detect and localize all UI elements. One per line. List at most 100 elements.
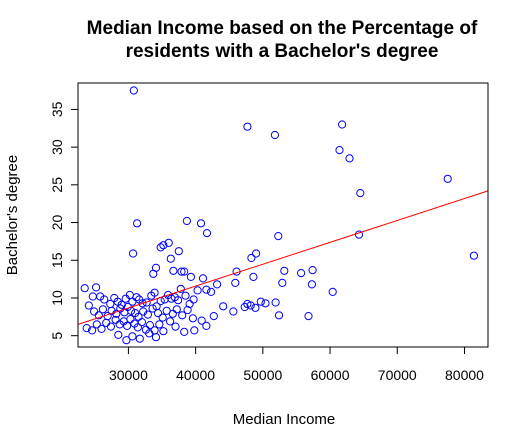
- data-point: [198, 274, 208, 283]
- data-point: [190, 326, 199, 335]
- data-point: [335, 146, 344, 155]
- data-point: [189, 295, 198, 304]
- y-tick-label: 25: [49, 177, 65, 193]
- data-point: [180, 267, 189, 276]
- data-point: [171, 322, 180, 331]
- data-point: [443, 174, 452, 183]
- data-point: [297, 269, 306, 278]
- data-point: [209, 312, 218, 321]
- data-point: [135, 334, 144, 343]
- data-point: [219, 302, 228, 311]
- data-point: [153, 309, 163, 318]
- data-point: [88, 292, 97, 301]
- data-point: [150, 288, 159, 297]
- x-axis-label: Median Income: [233, 411, 336, 428]
- data-point: [166, 317, 175, 326]
- data-point: [97, 324, 106, 333]
- data-point: [252, 249, 261, 258]
- data-point: [156, 243, 165, 252]
- data-point: [151, 333, 161, 342]
- data-point: [111, 315, 120, 324]
- data-point: [178, 311, 187, 320]
- data-point: [129, 249, 138, 258]
- data-point: [182, 216, 191, 226]
- data-point: [117, 300, 126, 309]
- data-point: [169, 266, 178, 275]
- y-tick-label: 5: [49, 332, 65, 340]
- data-point: [469, 251, 478, 260]
- data-point: [177, 267, 186, 276]
- data-point: [243, 122, 252, 131]
- data-point: [256, 297, 265, 306]
- y-tick-label: 35: [49, 101, 65, 117]
- data-point: [328, 287, 337, 296]
- data-point: [158, 313, 167, 322]
- data-point: [168, 309, 177, 318]
- data-point: [143, 310, 152, 319]
- data-point: [196, 219, 206, 228]
- data-point: [126, 315, 135, 324]
- data-point: [202, 229, 212, 238]
- y-tick-label: 10: [49, 290, 65, 306]
- data-point: [133, 219, 142, 228]
- data-point: [176, 284, 185, 293]
- data-point: [145, 329, 154, 338]
- x-tick-label: 60000: [311, 367, 350, 383]
- data-point: [181, 291, 190, 300]
- data-point: [338, 120, 347, 129]
- data-point: [174, 296, 183, 305]
- data-point: [128, 332, 137, 341]
- data-point: [240, 302, 249, 312]
- data-point: [159, 327, 168, 336]
- data-point: [102, 318, 111, 327]
- data-point: [132, 293, 141, 302]
- data-point: [270, 130, 279, 140]
- data-point: [112, 309, 121, 318]
- data-point: [138, 299, 147, 308]
- x-tick-label: 50000: [243, 367, 282, 383]
- data-point: [142, 298, 151, 307]
- data-point: [188, 314, 197, 323]
- data-point: [278, 278, 287, 287]
- data-point: [98, 305, 108, 314]
- x-tick-label: 80000: [445, 367, 484, 383]
- data-point: [80, 284, 89, 293]
- data-point: [174, 247, 183, 256]
- data-point: [229, 307, 238, 316]
- data-point: [92, 320, 101, 329]
- data-point: [90, 307, 99, 316]
- y-tick-label: 20: [49, 215, 65, 231]
- data-point: [94, 311, 103, 320]
- data-point: [84, 301, 93, 310]
- data-point: [92, 283, 101, 292]
- data-point: [148, 304, 157, 313]
- chart-title-line-1: Median Income based on the Percentage of: [87, 18, 478, 39]
- data-point: [304, 312, 313, 321]
- data-point: [207, 287, 216, 296]
- data-point: [100, 295, 109, 304]
- data-point: [213, 280, 222, 289]
- x-axis: 30000 40000 50000 60000 70000 80000: [109, 346, 484, 383]
- data-point: [186, 272, 195, 281]
- x-tick-label: 40000: [176, 367, 215, 383]
- data-point: [123, 321, 132, 330]
- data-point: [145, 321, 154, 330]
- plot-frame: [77, 82, 489, 348]
- chart-title-line-2: residents with a Bachelor's degree: [126, 41, 439, 62]
- data-point: [166, 254, 175, 263]
- data-point: [106, 322, 116, 331]
- y-axis: 5 10 15 20 25 30 35: [49, 101, 79, 340]
- data-point: [246, 301, 255, 310]
- data-point: [183, 305, 192, 315]
- data-point: [249, 272, 258, 281]
- data-point: [150, 326, 159, 335]
- data-point: [274, 232, 283, 241]
- data-point: [114, 330, 123, 339]
- data-point: [88, 326, 97, 335]
- data-point: [155, 320, 164, 329]
- data-point: [151, 263, 161, 272]
- data-point: [82, 324, 91, 333]
- data-point: [280, 266, 289, 275]
